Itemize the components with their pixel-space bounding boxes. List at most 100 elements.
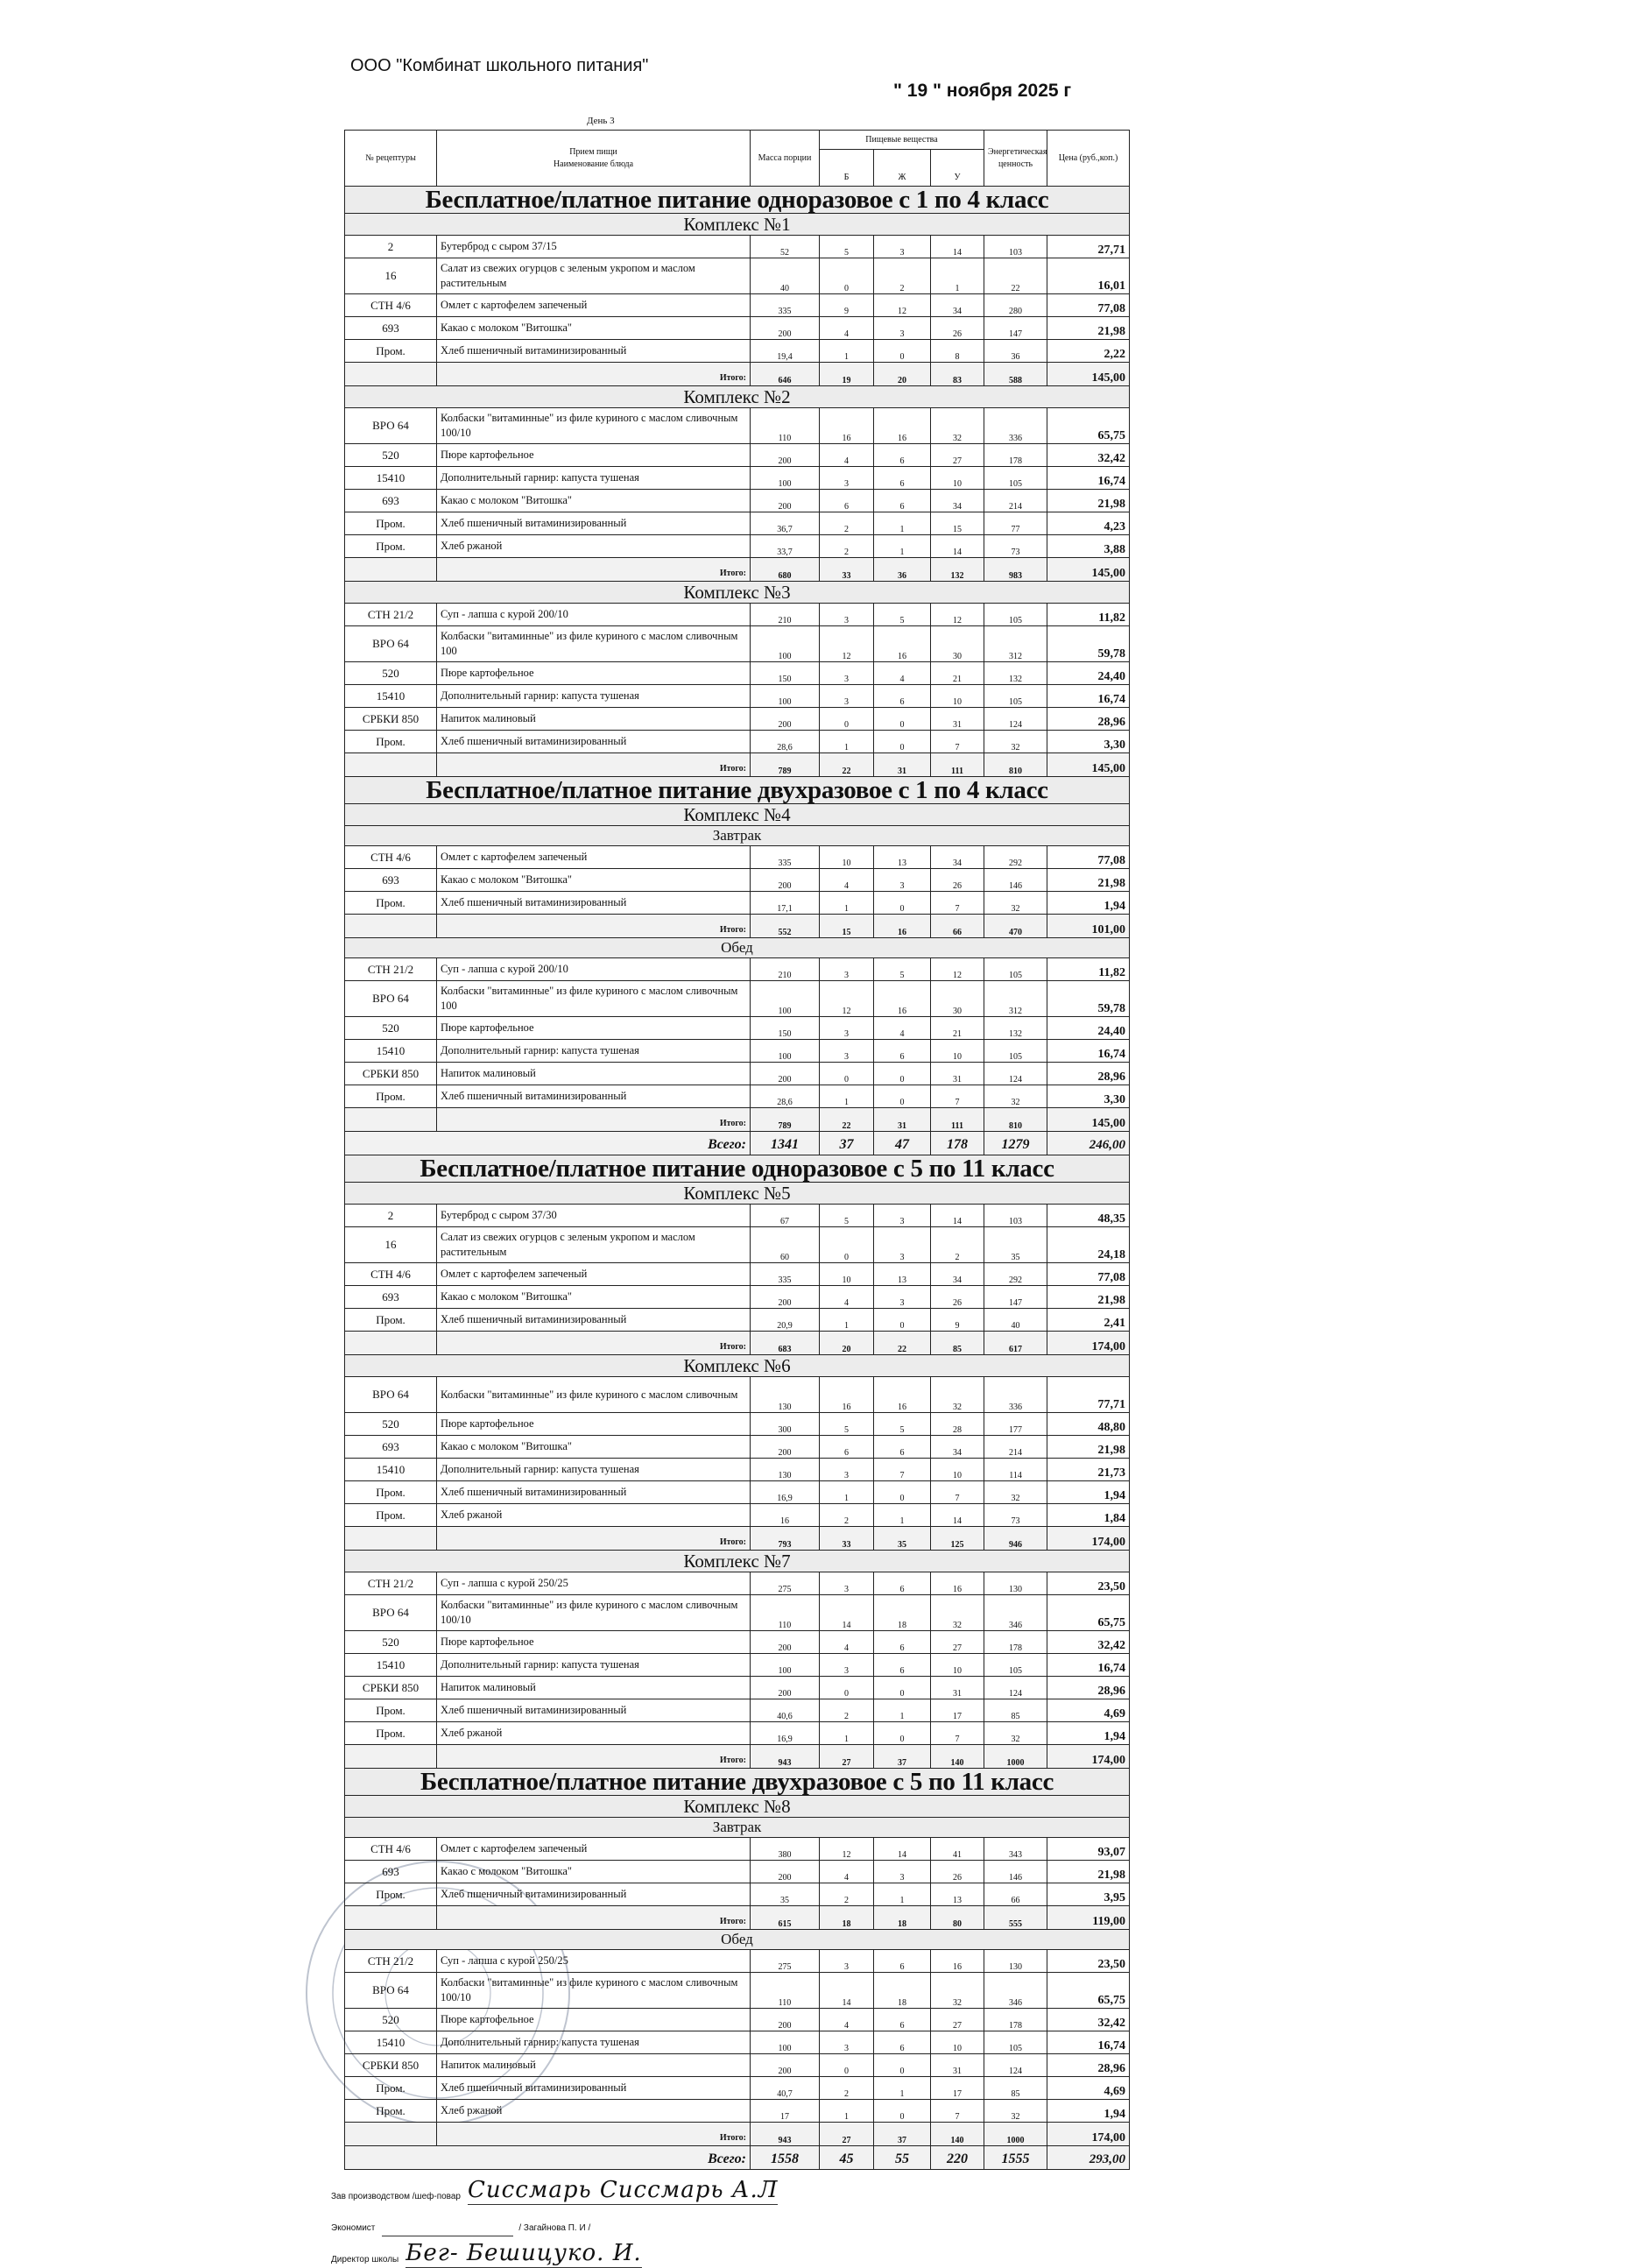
total-blank (344, 1526, 437, 1551)
energy-value: 66 (984, 1883, 1048, 1906)
col-dish: Прием пищи Наименование блюда (436, 130, 751, 187)
total-row: Итого: 943 27 37 140 1000 174,00 (344, 2122, 1131, 2146)
carbs-value: 7 (929, 891, 985, 915)
table-row: Пром. Хлеб пшеничный витаминизированный 28… (344, 1085, 1131, 1108)
total-row: Итого: 680 33 36 132 983 145,00 (344, 557, 1131, 582)
section-title: Бесплатное/платное питание двухразовое с… (343, 1768, 1131, 1796)
fat-value: 1 (873, 2076, 931, 2100)
price-value: 21,98 (1047, 489, 1131, 512)
carbs-value: 10 (929, 1039, 985, 1063)
mass-value: 100 (750, 466, 820, 490)
energy-value: 146 (984, 868, 1048, 892)
protein-value: 4 (819, 1285, 874, 1309)
dish-name: Дополнительный гарнир: капуста тушеная (436, 1039, 751, 1063)
protein-value: 4 (819, 443, 874, 467)
total-mass: 943 (750, 1744, 820, 1769)
energy-value: 124 (984, 707, 1048, 731)
mass-value: 40,6 (750, 1699, 820, 1722)
grand-total-mass: 1558 (750, 2145, 820, 2170)
mass-value: 110 (750, 1972, 820, 2009)
total-energy: 946 (984, 1526, 1048, 1551)
table-row: 15410 Дополнительный гарнир: капуста туше… (344, 466, 1131, 490)
total-price: 174,00 (1047, 1526, 1131, 1551)
dish-name: Пюре картофельное (436, 1412, 751, 1436)
dish-name: Колбаски "витаминные" из филе куриного с… (436, 1376, 751, 1413)
total-protein: 33 (819, 557, 874, 582)
total-price: 145,00 (1047, 752, 1131, 777)
dish-name: Хлеб пшеничный витаминизированный (436, 1308, 751, 1332)
energy-value: 105 (984, 1039, 1048, 1063)
table-row: 16 Салат из свежих огурцов с зеленым укро… (344, 1226, 1131, 1263)
mass-value: 16,9 (750, 1480, 820, 1504)
recipe-number: 693 (344, 1285, 437, 1309)
total-price: 174,00 (1047, 2122, 1131, 2146)
carbs-value: 14 (929, 1204, 985, 1227)
energy-value: 105 (984, 466, 1048, 490)
protein-value: 9 (819, 293, 874, 317)
total-blank (344, 1905, 437, 1930)
table-row: 520 Пюре картофельное 150 3 4 21 132 24,40 (344, 1016, 1131, 1040)
mass-value: 110 (750, 1594, 820, 1631)
table-row: ВРО 64 Колбаски "витаминные" из филе кури… (344, 1376, 1131, 1413)
recipe-number: 16 (344, 1226, 437, 1263)
fat-value: 6 (873, 1039, 931, 1063)
company-name: ООО "Комбинат школьного питания" (350, 56, 649, 75)
menu-table: № рецептуры Прием пищи Наименование блюда… (343, 130, 1131, 2170)
table-row: СТН 4/6 Омлет с картофелем запеченый 335 9 1… (344, 293, 1131, 317)
table-row: 520 Пюре картофельное 200 4 6 27 178 32,42 (344, 443, 1131, 467)
dish-name: Суп - лапша с курой 250/25 (436, 1949, 751, 1973)
carbs-value: 16 (929, 1949, 985, 1973)
dish-name: Хлеб ржаной (436, 2099, 751, 2123)
table-row: 520 Пюре картофельное 200 4 6 27 178 32,42 (344, 1630, 1131, 1654)
complex-title: Комплекс №2 (343, 385, 1131, 408)
protein-value: 3 (819, 2031, 874, 2054)
fat-value: 5 (873, 603, 931, 626)
price-value: 24,40 (1047, 1016, 1131, 1040)
dish-name: Пюре картофельное (436, 1016, 751, 1040)
mass-value: 130 (750, 1458, 820, 1481)
recipe-number: Пром. (344, 512, 437, 535)
carbs-value: 7 (929, 730, 985, 753)
mass-value: 28,6 (750, 730, 820, 753)
mass-value: 35 (750, 1883, 820, 1906)
dish-name: Хлеб пшеничный витаминизированный (436, 1883, 751, 1906)
mass-value: 200 (750, 1860, 820, 1883)
recipe-number: 693 (344, 489, 437, 512)
energy-value: 132 (984, 661, 1048, 685)
mass-value: 200 (750, 1630, 820, 1654)
energy-value: 178 (984, 2008, 1048, 2031)
carbs-value: 14 (929, 534, 985, 558)
carbs-value: 12 (929, 603, 985, 626)
mass-value: 210 (750, 957, 820, 981)
price-value: 32,42 (1047, 2008, 1131, 2031)
protein-value: 16 (819, 1376, 874, 1413)
mass-value: 40,7 (750, 2076, 820, 2100)
fat-value: 3 (873, 1860, 931, 1883)
total-energy: 1000 (984, 1744, 1048, 1769)
table-row: 15410 Дополнительный гарнир: капуста туше… (344, 1653, 1131, 1677)
protein-value: 5 (819, 235, 874, 258)
protein-value: 3 (819, 603, 874, 626)
table-row: Пром. Хлеб пшеничный витаминизированный 16… (344, 1480, 1131, 1504)
protein-value: 5 (819, 1204, 874, 1227)
price-value: 3,30 (1047, 1085, 1131, 1108)
grand-total-label: Всего: (344, 2145, 751, 2170)
table-row: 693 Какао с молоком "Витошка" 200 4 3 26 147 21… (344, 1285, 1131, 1309)
total-energy: 555 (984, 1905, 1048, 1930)
total-carbs: 85 (929, 1331, 985, 1355)
grand-total-carbs: 178 (929, 1131, 985, 1155)
fat-value: 0 (873, 1308, 931, 1332)
total-fat: 31 (873, 1107, 931, 1132)
fat-value: 0 (873, 1721, 931, 1745)
fat-value: 3 (873, 1204, 931, 1227)
mass-value: 150 (750, 661, 820, 685)
energy-value: 336 (984, 1376, 1048, 1413)
mass-value: 335 (750, 845, 820, 869)
total-row: Итого: 552 15 16 66 470 101,00 (344, 914, 1131, 938)
protein-value: 1 (819, 1721, 874, 1745)
col-zh: Ж (873, 149, 931, 187)
recipe-number: Пром. (344, 1085, 437, 1108)
price-value: 16,74 (1047, 2031, 1131, 2054)
table-row: Пром. Хлеб ржаной 16 2 1 14 73 1,84 (344, 1503, 1131, 1527)
energy-value: 22 (984, 258, 1048, 294)
